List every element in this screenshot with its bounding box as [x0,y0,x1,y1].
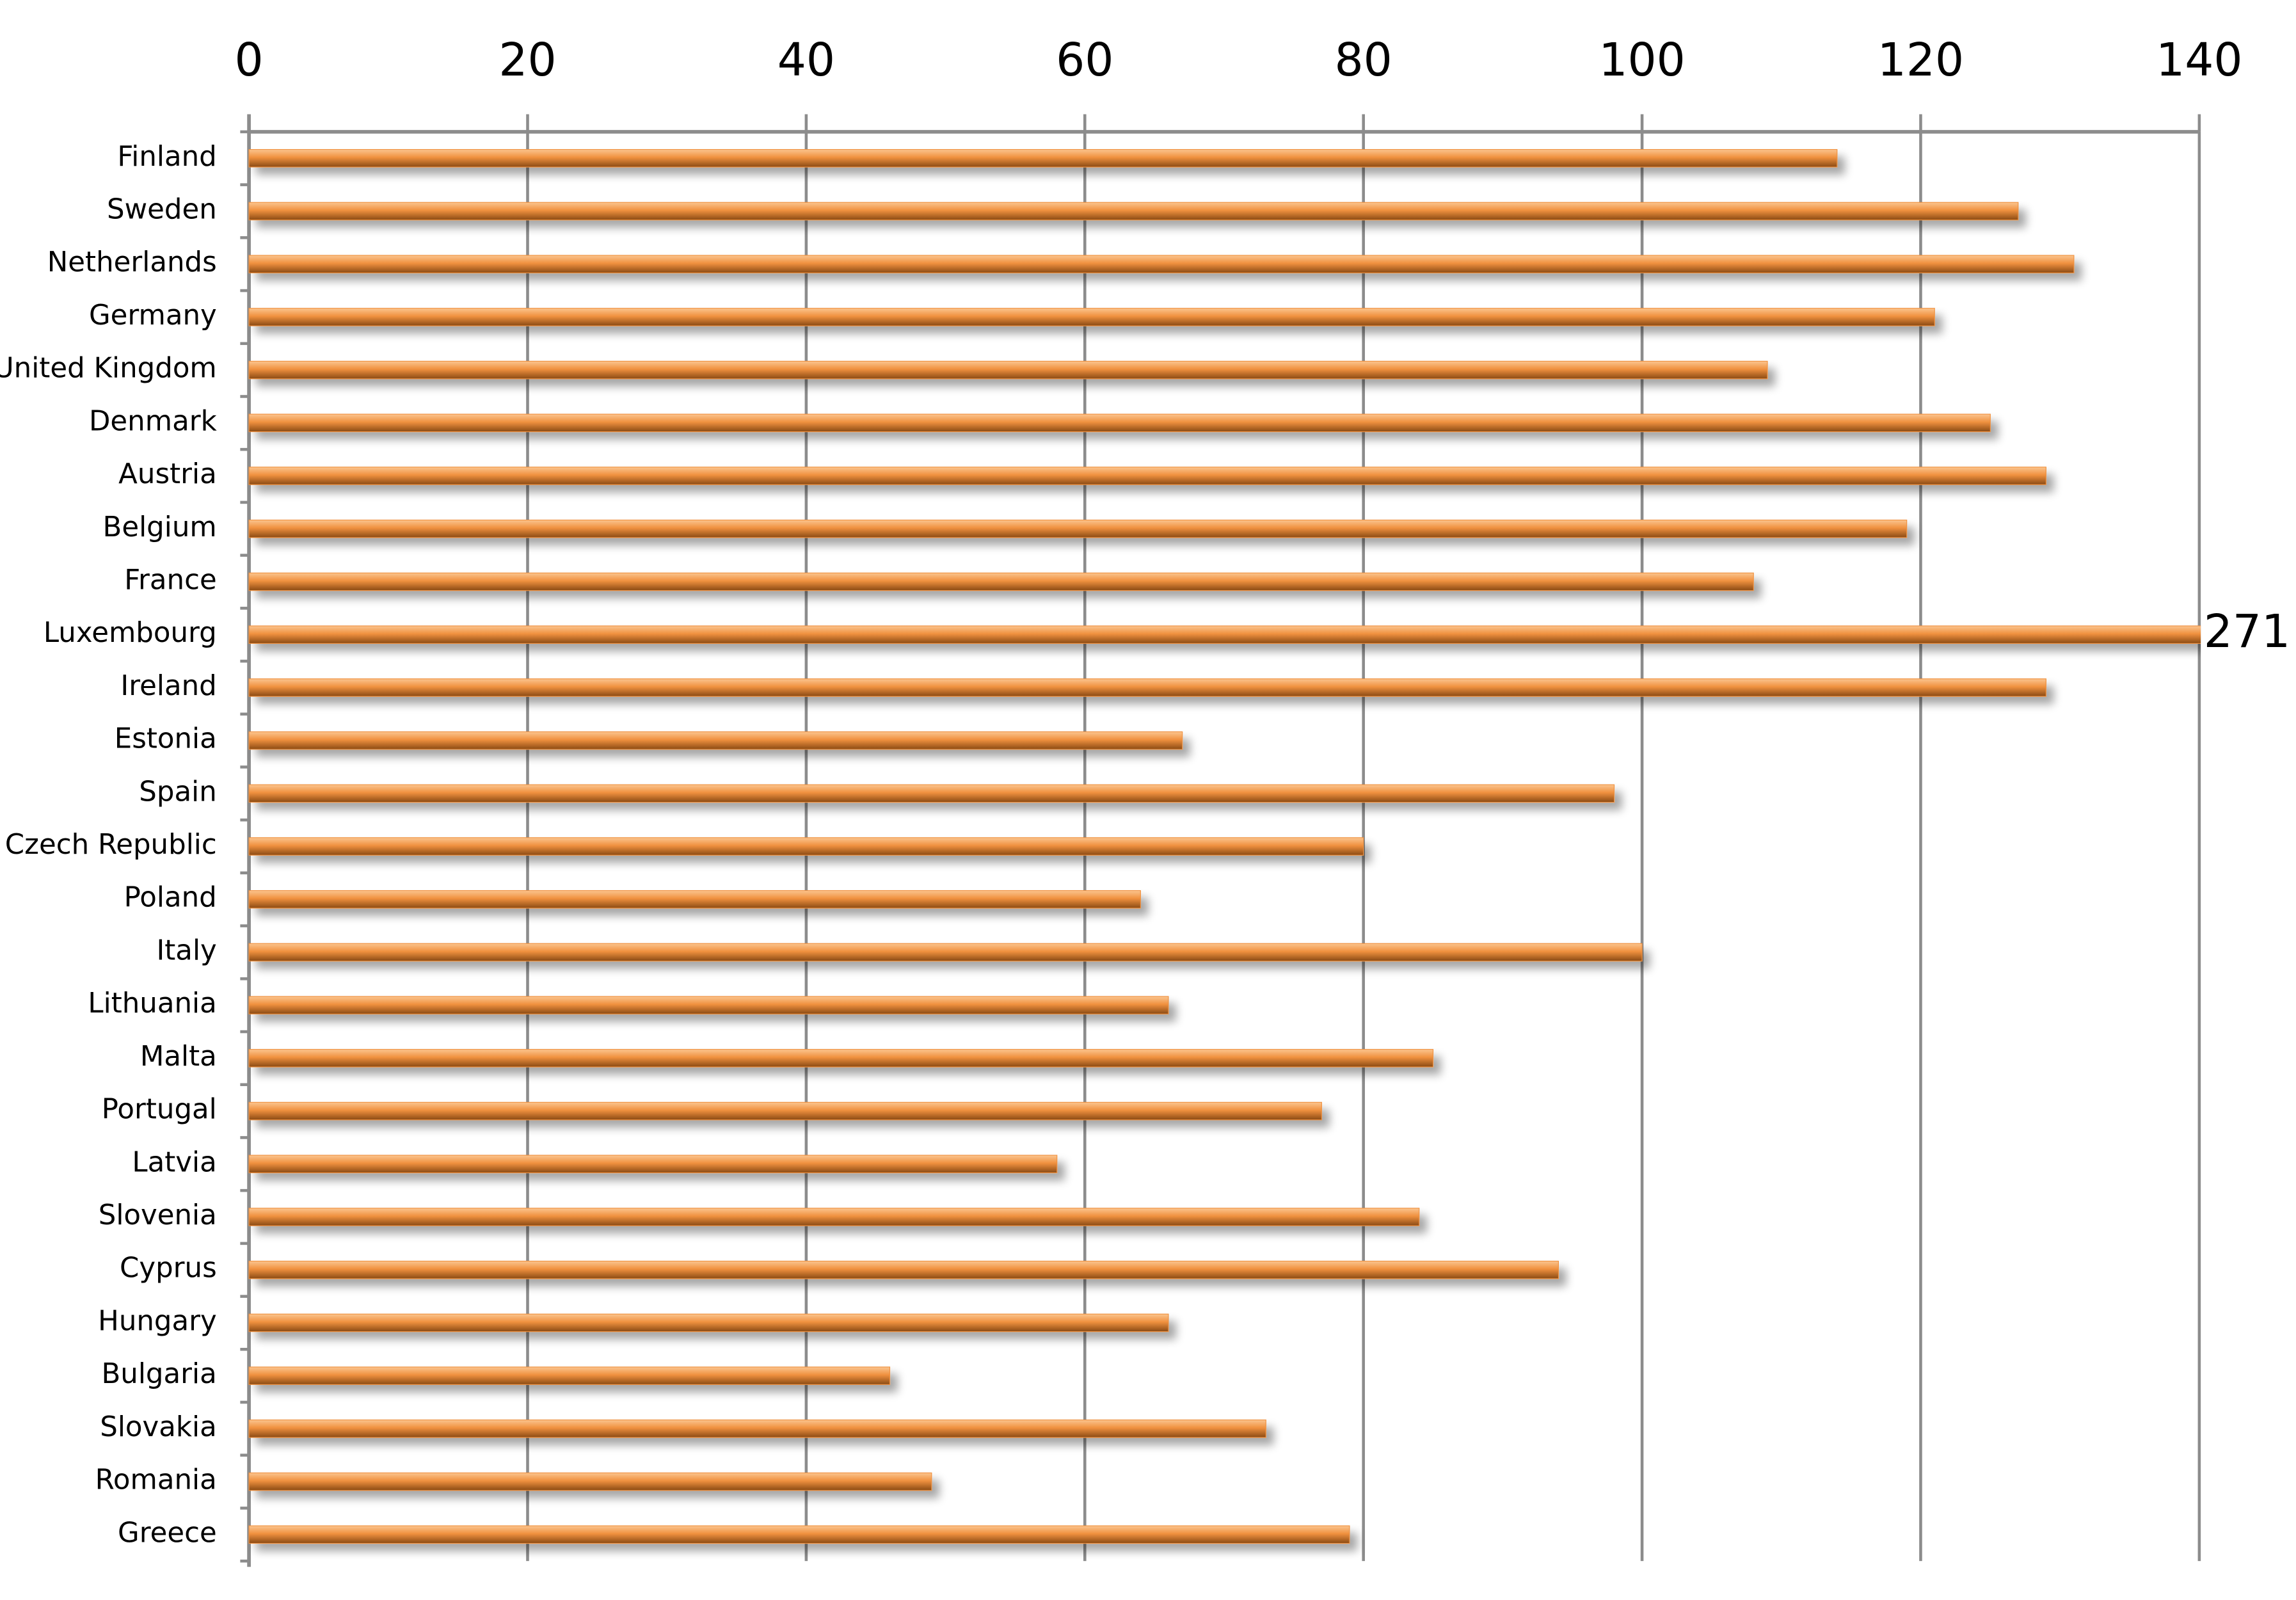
category-label: Ireland [120,670,216,702]
category-label: Luxembourg [44,617,217,649]
bar [248,1101,1322,1121]
x-tick-label: 140 [2156,33,2242,86]
bar [248,202,2019,221]
bar [248,731,1183,750]
category-label: Portugal [102,1094,217,1126]
category-label: Greece [118,1517,217,1549]
bar [248,572,1754,591]
category-label: Poland [124,882,217,914]
bar [248,1525,1350,1544]
bar [248,308,1935,326]
category-label: Cyprus [120,1252,217,1284]
category-label: Romania [95,1464,217,1496]
category-label: Slovakia [100,1411,217,1443]
category-label: Slovenia [99,1199,217,1231]
x-tick-label: 0 [235,33,264,86]
x-tick-label: 80 [1335,33,1392,86]
bar [248,784,1615,803]
value-label: 271 [2204,605,2290,658]
category-label: Latvia [132,1146,216,1178]
x-tick-label: 100 [1598,33,1685,86]
bar [248,1420,1266,1438]
bar [248,1208,1420,1226]
bar [248,996,1169,1014]
bar [248,890,1141,909]
category-label: Lithuania [88,988,216,1020]
bar [248,519,1908,538]
bar [248,625,2201,644]
x-tick-label: 40 [777,33,835,86]
plot-area [248,148,2201,1544]
bar [248,467,2046,485]
bar [248,1366,891,1385]
category-label: Italy [156,934,216,966]
category-label: France [124,564,217,596]
bar [248,1049,1434,1068]
category-label: Malta [140,1041,217,1073]
bar [248,943,1643,962]
bar [248,1260,1559,1279]
category-label: Finland [117,141,216,173]
category-label: Germany [89,300,217,332]
category-label: Bulgaria [101,1358,216,1390]
bar [248,1155,1058,1174]
bar [248,1472,932,1491]
bar [248,148,1838,168]
x-tick-label: 60 [1056,33,1113,86]
category-label: Belgium [103,511,217,543]
category-label: Austria [118,458,217,490]
category-label: Denmark [89,405,218,437]
bar [248,837,1364,856]
category-label: Netherlands [47,246,217,278]
x-tick-label: 120 [1877,33,1964,86]
bar [248,255,2075,274]
category-label: United Kingdom [0,353,217,385]
bar [248,678,2046,697]
bar [248,413,1991,433]
category-label: Spain [139,776,216,808]
category-label: Sweden [107,193,217,225]
bar [248,1313,1169,1332]
category-label: Hungary [98,1305,217,1337]
bar [248,360,1768,380]
category-label: Estonia [115,723,217,755]
x-tick-label: 20 [498,33,556,86]
category-label: Czech Republic [5,829,217,861]
